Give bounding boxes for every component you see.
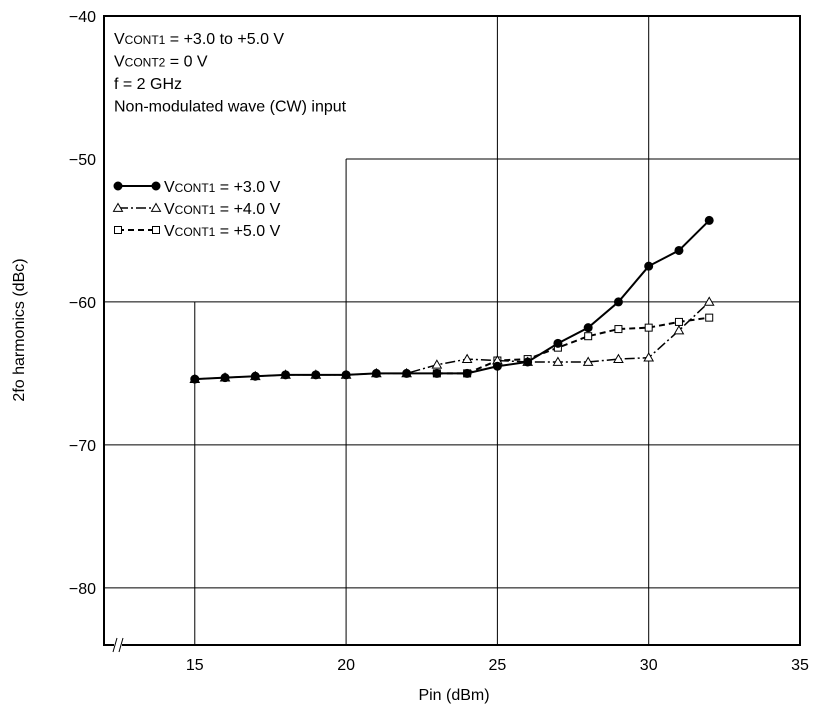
data-point-square bbox=[114, 226, 122, 234]
data-point-square bbox=[644, 323, 653, 332]
legend-item: VCONT1 = +5.0 V bbox=[114, 223, 281, 240]
data-point-circle bbox=[113, 181, 123, 191]
data-point-circle bbox=[341, 370, 351, 380]
legend-item: VCONT1 = +3.0 V bbox=[113, 179, 281, 196]
data-point-circle bbox=[432, 368, 442, 378]
data-point-circle bbox=[151, 181, 161, 191]
data-point-circle bbox=[281, 370, 291, 380]
legend-label: VCONT1 = +4.0 V bbox=[164, 201, 281, 218]
tick-labels: 15 20 25 30 35 −40 −50 −60 −70 −80 bbox=[69, 9, 809, 674]
axis-break-gap bbox=[114, 635, 122, 655]
data-point-triangle bbox=[461, 353, 473, 363]
y-axis-label: 2fo harmonics (dBc) bbox=[11, 258, 28, 401]
series-layer bbox=[189, 215, 715, 384]
data-point-circle bbox=[523, 357, 533, 367]
data-point-triangle bbox=[582, 356, 594, 366]
x-tick-label: 25 bbox=[488, 657, 506, 674]
x-axis-break bbox=[112, 635, 124, 655]
data-point-triangle bbox=[673, 324, 685, 335]
data-point-triangle bbox=[552, 356, 564, 366]
data-point-circle bbox=[613, 297, 623, 307]
y-tick-label: −50 bbox=[69, 152, 96, 169]
legend-item: VCONT1 = +4.0 V bbox=[112, 201, 281, 218]
data-point-circle bbox=[704, 215, 714, 225]
data-point-triangle bbox=[643, 352, 655, 362]
legend-label: VCONT1 = +5.0 V bbox=[164, 223, 281, 240]
data-point-circle bbox=[190, 374, 200, 384]
y-tick-label: −60 bbox=[69, 295, 96, 312]
x-tick-label: 15 bbox=[186, 657, 204, 674]
data-point-circle bbox=[644, 261, 654, 271]
y-tick-label: −80 bbox=[69, 581, 96, 598]
x-tick-label: 20 bbox=[337, 657, 355, 674]
data-point-circle bbox=[311, 370, 321, 380]
legend: VCONT1 = +3.0 V VCONT1 = +4.0 V VCONT1 = +… bbox=[112, 179, 281, 240]
data-point-square bbox=[152, 226, 160, 234]
series-line bbox=[436, 316, 710, 375]
data-point-triangle bbox=[613, 353, 624, 363]
data-point-triangle bbox=[431, 359, 443, 369]
y-tick-label: −70 bbox=[69, 438, 96, 455]
data-point-circle bbox=[402, 368, 412, 378]
data-point-triangle bbox=[150, 202, 162, 212]
condition-text: Non-modulated wave (CW) input bbox=[114, 99, 347, 116]
x-tick-label: 30 bbox=[640, 657, 658, 674]
series-1 bbox=[190, 215, 714, 384]
data-point-circle bbox=[371, 368, 381, 378]
data-point-circle bbox=[220, 373, 230, 383]
plot-frame bbox=[103, 15, 801, 646]
data-point-circle bbox=[250, 371, 260, 381]
data-point-square bbox=[705, 313, 714, 322]
condition-text: VCONT2 = 0 V bbox=[114, 54, 208, 71]
data-point-circle bbox=[583, 323, 593, 333]
data-point-circle bbox=[492, 361, 502, 371]
axis-break-slash bbox=[112, 637, 118, 653]
data-point-circle bbox=[674, 245, 684, 255]
legend-label: VCONT1 = +3.0 V bbox=[164, 179, 281, 196]
data-point-circle bbox=[462, 368, 472, 378]
data-point-circle bbox=[553, 338, 563, 348]
axis-break-slash bbox=[118, 637, 124, 653]
data-point-square bbox=[584, 332, 593, 341]
x-axis-label: Pin (dBm) bbox=[418, 687, 489, 704]
x-tick-label: 35 bbox=[791, 657, 809, 674]
data-point-triangle bbox=[112, 202, 124, 212]
data-point-square bbox=[674, 317, 683, 326]
condition-text: f = 2 GHz bbox=[114, 76, 182, 93]
series-line bbox=[194, 219, 710, 381]
y-tick-label: −40 bbox=[69, 9, 96, 26]
conditions-box: VCONT1 = +3.0 to +5.0 V VCONT2 = 0 V f =… bbox=[114, 31, 347, 116]
condition-text: VCONT1 = +3.0 to +5.0 V bbox=[114, 31, 284, 48]
data-point-triangle bbox=[703, 296, 715, 306]
data-point-square bbox=[614, 325, 623, 334]
